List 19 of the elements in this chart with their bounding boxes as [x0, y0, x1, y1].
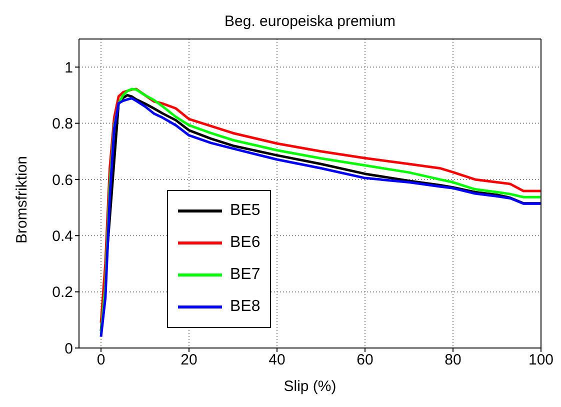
x-axis-title: Slip (%): [284, 378, 336, 395]
y-axis-title: Bromsfriktion: [13, 156, 30, 244]
y-tick-label: 0.2: [52, 284, 73, 302]
legend-label: BE8: [230, 298, 260, 316]
x-tick-label: 80: [444, 352, 462, 369]
x-tick-label: 60: [356, 352, 374, 369]
legend-label: BE7: [230, 266, 260, 284]
x-tick-label: 20: [180, 352, 198, 369]
chart-title: Beg. europeiska premium: [224, 13, 396, 30]
y-tick-label: 0.8: [52, 116, 73, 133]
y-tick-label: 0.6: [52, 172, 73, 189]
y-tick-label: 0.4: [52, 228, 73, 245]
y-tick-label: 0: [64, 340, 73, 358]
x-tick-label: 40: [268, 352, 286, 369]
x-tick-label: 0: [96, 352, 106, 369]
legend-label: BE5: [230, 202, 260, 220]
x-tick-label: 100: [528, 352, 554, 369]
y-tick-label: 1: [64, 59, 73, 76]
legend-label: BE6: [230, 234, 260, 252]
